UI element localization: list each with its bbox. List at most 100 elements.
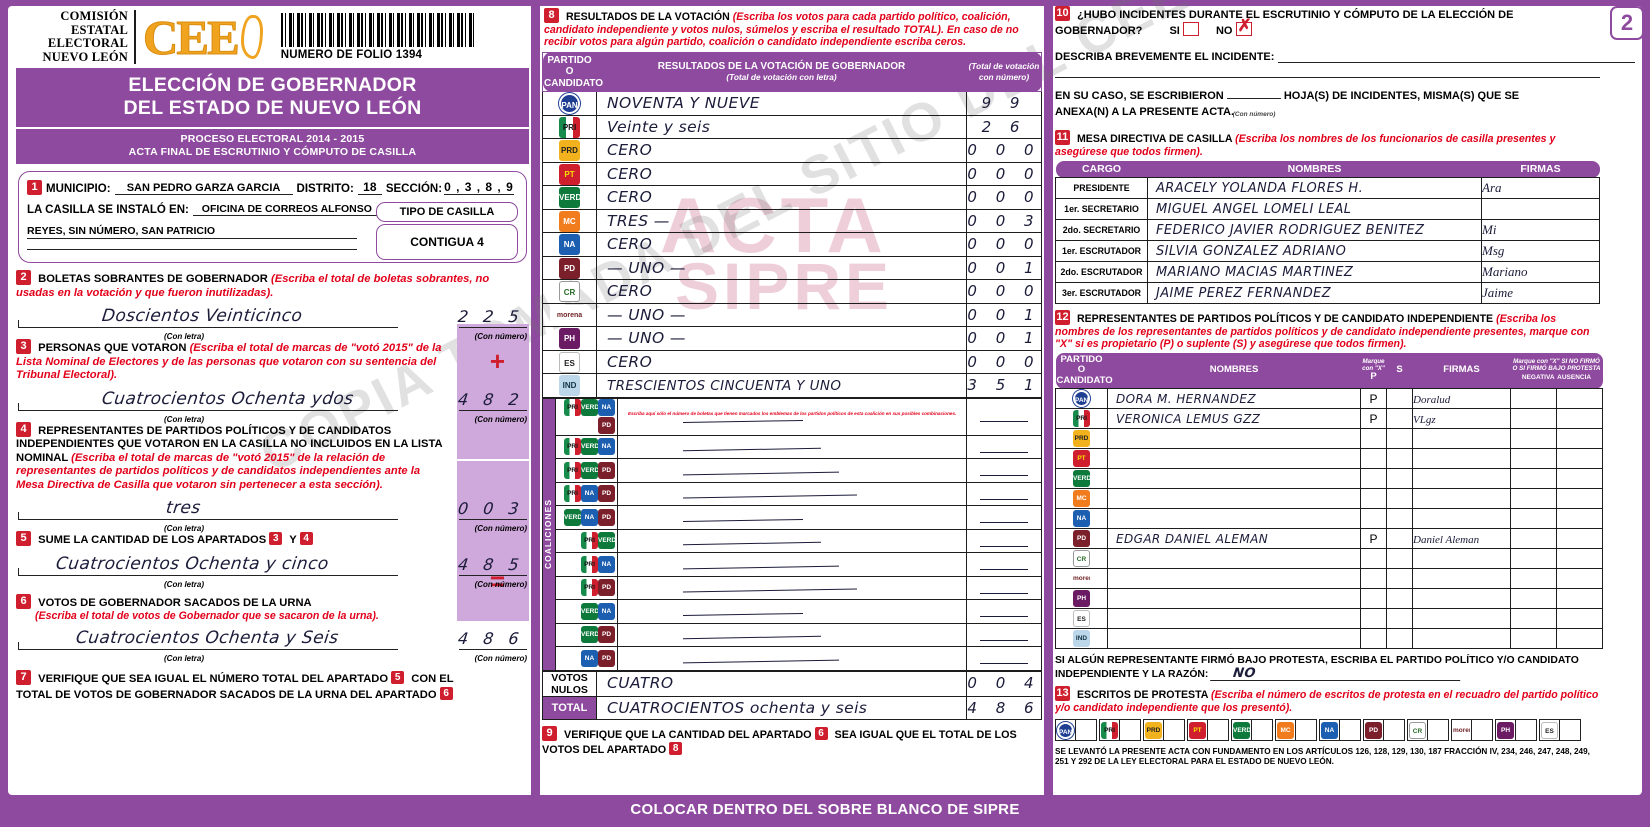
escrito-count-input[interactable] (1560, 720, 1580, 740)
mesa-firma-cell[interactable]: Mi (1481, 219, 1600, 241)
rep-ausencia-cell[interactable] (1557, 609, 1602, 628)
rep-firma-cell[interactable]: Doralud (1412, 388, 1511, 410)
rep-suplente-cell[interactable] (1386, 428, 1413, 450)
section-5-letters-line[interactable] (18, 567, 398, 576)
rep-nofirmo-cell[interactable] (1510, 528, 1603, 550)
casilla-address-line-2[interactable]: REYES, SIN NÚMERO, SAN PATRICIO (27, 225, 357, 239)
results-letters-cell[interactable]: CERO (596, 279, 967, 304)
results-letters-cell[interactable]: Veinte y seis (596, 114, 967, 140)
results-digits-cell[interactable]: 0 0 1 (966, 255, 1042, 281)
coalition-digits-cell[interactable] (966, 646, 1042, 671)
rep-firma-cell[interactable]: Daniel Aleman (1412, 528, 1511, 550)
escrito-count-input[interactable] (1120, 720, 1140, 740)
coalition-digits-cell[interactable] (966, 528, 1042, 554)
rep-suplente-cell[interactable] (1386, 628, 1413, 650)
section-4-number-line[interactable] (459, 519, 527, 520)
rep-suplente-cell[interactable] (1386, 448, 1413, 470)
rep-nofirmo-cell[interactable] (1510, 388, 1603, 410)
coalition-digits-cell[interactable] (966, 397, 1042, 436)
escrito-count-input[interactable] (1076, 720, 1096, 740)
section-4-letters-line[interactable] (18, 512, 398, 520)
rep-suplente-cell[interactable] (1386, 488, 1413, 510)
results-digits-cell[interactable]: 2 6 (966, 114, 1042, 140)
rep-propietario-cell[interactable] (1360, 468, 1387, 490)
rep-suplente-cell[interactable] (1386, 548, 1413, 570)
rep-firma-cell[interactable] (1412, 488, 1511, 510)
rep-negativa-cell[interactable] (1511, 549, 1557, 569)
rep-nombre-cell[interactable]: EDGAR DANIEL ALEMAN (1107, 528, 1361, 550)
results-letters-cell[interactable]: NOVENTA Y NUEVE (596, 91, 967, 116)
coalition-digits-cell[interactable] (966, 505, 1042, 530)
coalition-letters-cell[interactable] (617, 481, 967, 507)
coalition-letters-cell[interactable]: Escriba aquí sólo el número de boletas q… (617, 397, 967, 436)
votos-nulos-digits-cell[interactable]: 0 0 4 (966, 670, 1042, 697)
coalition-letters-cell[interactable] (617, 505, 967, 530)
rep-nofirmo-cell[interactable] (1510, 408, 1603, 430)
coalition-letters-cell[interactable] (617, 646, 967, 671)
rep-nombre-cell[interactable] (1107, 448, 1361, 470)
rep-suplente-cell[interactable] (1386, 588, 1413, 610)
rep-ausencia-cell[interactable] (1557, 389, 1602, 408)
coalition-digits-cell[interactable] (966, 622, 1042, 648)
tipo-casilla-value[interactable]: CONTIGUA 4 (376, 224, 518, 260)
rep-negativa-cell[interactable] (1511, 589, 1557, 609)
hojas-input[interactable]: (Con número) (1226, 98, 1281, 118)
results-digits-cell[interactable]: 0 0 3 (966, 208, 1042, 234)
rep-ausencia-cell[interactable] (1557, 409, 1602, 428)
mesa-nombre-cell[interactable]: JAIME PEREZ FERNANDEZ (1147, 282, 1482, 304)
total-digits-cell[interactable]: 4 8 6 (966, 695, 1042, 721)
results-letters-cell[interactable]: CERO (596, 349, 967, 375)
results-digits-cell[interactable]: 0 0 0 (966, 279, 1042, 304)
results-digits-cell[interactable]: 0 0 0 (966, 138, 1042, 163)
mesa-firma-cell[interactable]: Ara (1481, 177, 1600, 199)
coalition-digits-cell[interactable] (966, 481, 1042, 507)
mesa-firma-cell[interactable] (1481, 198, 1600, 220)
mesa-nombre-cell[interactable]: ARACELY YOLANDA FLORES H. (1147, 177, 1482, 199)
rep-negativa-cell[interactable] (1511, 449, 1557, 469)
rep-ausencia-cell[interactable] (1557, 629, 1602, 648)
rep-negativa-cell[interactable] (1511, 389, 1557, 409)
coalition-digits-cell[interactable] (966, 575, 1042, 601)
votos-nulos-letters-cell[interactable]: CUATRO (596, 670, 967, 697)
escrito-count-input[interactable] (1208, 720, 1228, 740)
rep-firma-cell[interactable] (1412, 608, 1511, 630)
rep-propietario-cell[interactable] (1360, 548, 1387, 570)
rep-suplente-cell[interactable] (1386, 508, 1413, 530)
rep-nofirmo-cell[interactable] (1510, 568, 1603, 590)
rep-suplente-cell[interactable] (1386, 568, 1413, 590)
rep-ausencia-cell[interactable] (1557, 489, 1602, 508)
rep-propietario-cell[interactable] (1360, 428, 1387, 450)
section-2-number-line[interactable] (459, 327, 527, 328)
results-digits-cell[interactable]: 0 0 0 (966, 232, 1042, 257)
rep-nombre-cell[interactable] (1107, 428, 1361, 450)
rep-ausencia-cell[interactable] (1557, 509, 1602, 528)
results-letters-cell[interactable]: CERO (596, 161, 967, 187)
rep-negativa-cell[interactable] (1511, 569, 1557, 589)
mesa-nombre-cell[interactable]: MARIANO MACIAS MARTINEZ (1147, 261, 1482, 283)
rep-nombre-cell[interactable]: DORA M. HERNANDEZ (1107, 388, 1361, 410)
escrito-count-input[interactable] (1516, 720, 1536, 740)
escrito-count-input[interactable] (1252, 720, 1272, 740)
rep-firma-cell[interactable] (1412, 568, 1511, 590)
rep-nofirmo-cell[interactable] (1510, 588, 1603, 610)
rep-firma-cell[interactable]: VLgz (1412, 408, 1511, 430)
rep-negativa-cell[interactable] (1511, 489, 1557, 509)
casilla-address-line-3[interactable] (27, 249, 357, 250)
rep-ausencia-cell[interactable] (1557, 569, 1602, 588)
coalition-letters-cell[interactable] (617, 622, 967, 648)
results-digits-cell[interactable]: 3 5 1 (966, 373, 1042, 398)
municipio-value[interactable]: SAN PEDRO GARZA GARCIA (114, 182, 293, 195)
rep-propietario-cell[interactable] (1360, 448, 1387, 470)
section-6-number-line[interactable] (459, 649, 527, 650)
escrito-count-input[interactable] (1164, 720, 1184, 740)
describa-input[interactable] (1278, 50, 1635, 63)
rep-firma-cell[interactable] (1412, 508, 1511, 530)
rep-nombre-cell[interactable] (1107, 568, 1361, 590)
section-5-number-line[interactable] (459, 574, 527, 576)
rep-nombre-cell[interactable] (1107, 488, 1361, 510)
escrito-count-input[interactable] (1384, 720, 1404, 740)
rep-propietario-cell[interactable] (1360, 628, 1387, 650)
rep-ausencia-cell[interactable] (1557, 549, 1602, 568)
rep-nombre-cell[interactable] (1107, 548, 1361, 570)
rep-nofirmo-cell[interactable] (1510, 628, 1603, 650)
